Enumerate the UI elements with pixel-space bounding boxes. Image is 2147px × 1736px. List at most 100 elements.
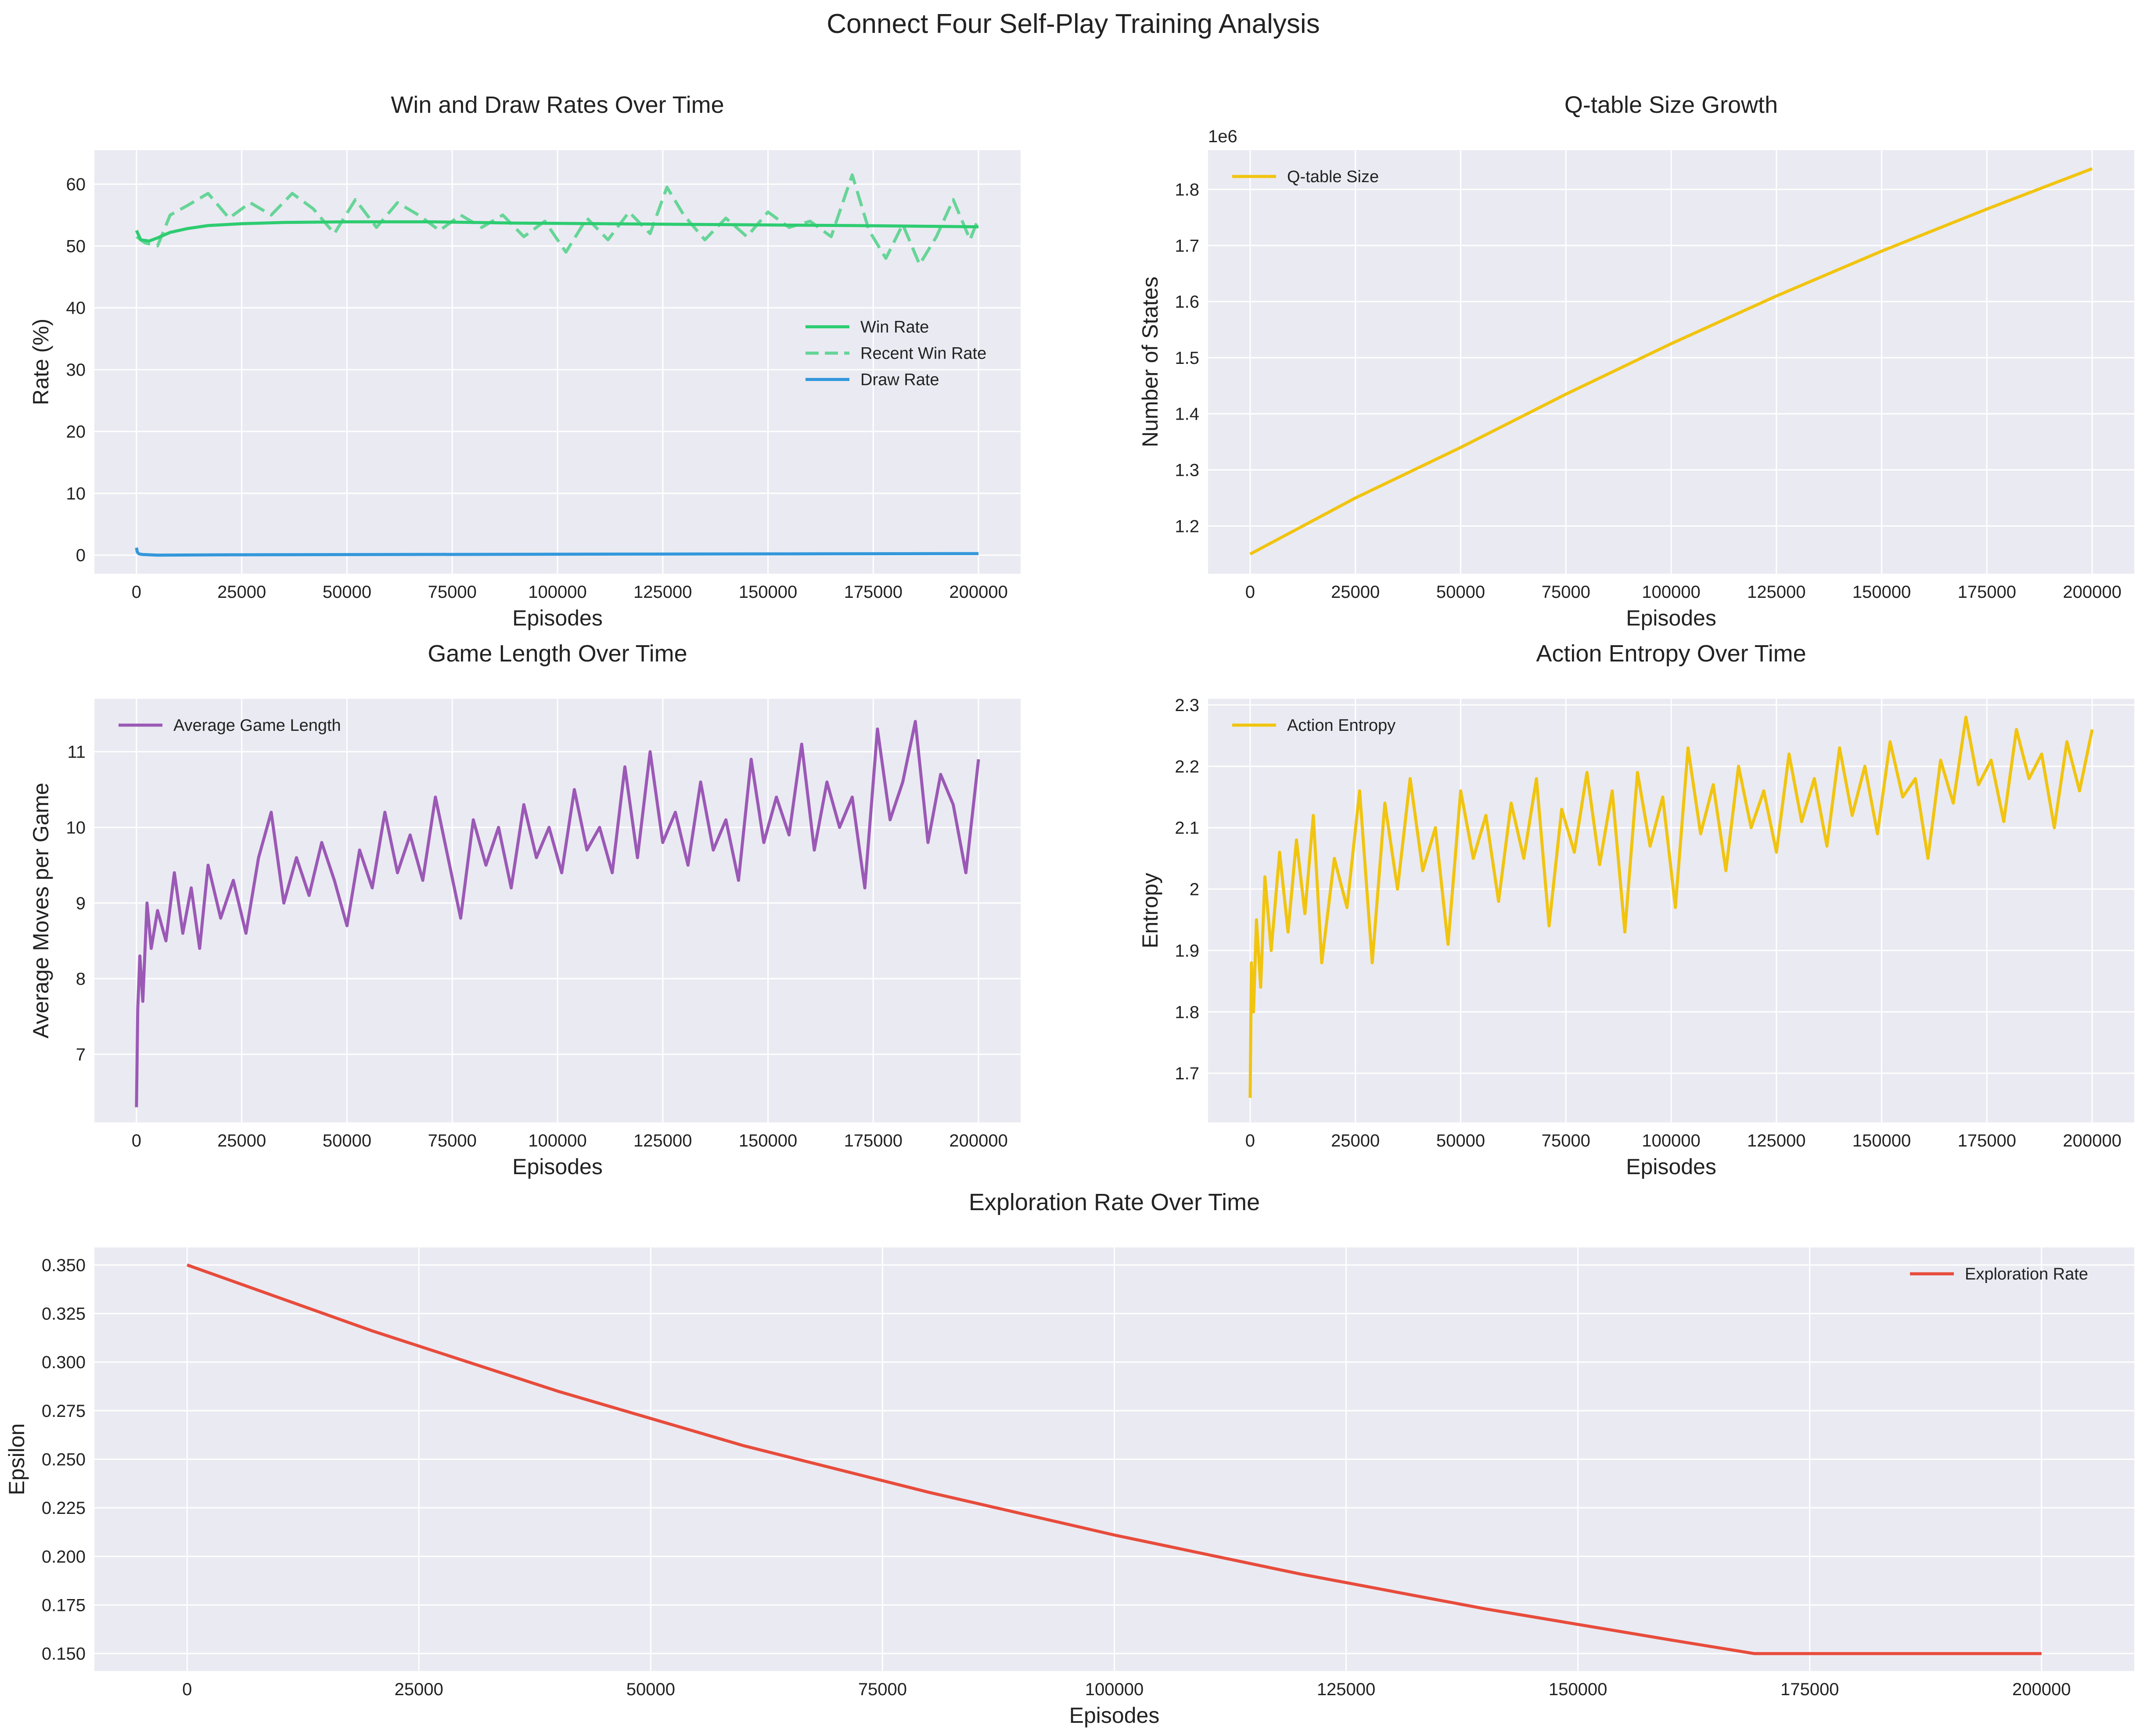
legend: Q-table Size: [1232, 168, 1379, 186]
y-tick-label: 2.2: [1175, 757, 1199, 776]
chart-qtable: 0 25000 50000 75000 100000 125000 150000 175000…: [1138, 92, 2134, 630]
series-group: [1248, 715, 2094, 1098]
x-axis-label: Episodes: [512, 1154, 603, 1179]
y-axis-label: Entropy: [1138, 873, 1162, 948]
x-tick-label: 150000: [739, 1131, 797, 1150]
legend-entry: Action Entropy: [1287, 716, 1395, 735]
y-axis-label: Epsilon: [4, 1423, 29, 1495]
x-tick-label: 100000: [1642, 582, 1700, 602]
y-tick-label: 1.6: [1175, 292, 1199, 312]
chart-title: Exploration Rate Over Time: [969, 1189, 1260, 1215]
y-tick-label: 0.275: [42, 1402, 86, 1421]
chart-title: Q-table Size Growth: [1564, 92, 1778, 118]
x-tick-label: 0: [1245, 582, 1255, 602]
x-tick-label: 50000: [1436, 582, 1485, 602]
y-tick-label: 11: [67, 743, 86, 762]
y-tick-label: 40: [66, 298, 86, 318]
series-group: [187, 1263, 2042, 1655]
x-tick-label: 50000: [1436, 1131, 1485, 1150]
chart-exploration: 0 25000 50000 75000 100000 125000 150000 175000…: [4, 1189, 2134, 1728]
series-line-win-rate: [135, 220, 979, 243]
x-tick-label: 125000: [1747, 582, 1805, 602]
x-tick-label: 100000: [1085, 1680, 1144, 1699]
y-axis-label: Number of States: [1138, 277, 1162, 447]
legend: Exploration Rate: [1910, 1265, 2088, 1283]
figure-title: Connect Four Self-Play Training Analysis: [827, 9, 1320, 39]
x-tick-label: 50000: [626, 1680, 675, 1699]
x-tick-label: 25000: [217, 582, 266, 602]
x-tick-label: 200000: [2012, 1680, 2071, 1699]
y-tick-label: 0.300: [42, 1353, 86, 1372]
x-tick-label: 75000: [1542, 582, 1590, 602]
y-tick-label: 20: [66, 422, 86, 442]
y-tick-label: 1.8: [1175, 1003, 1199, 1022]
y-tick-label: 0: [76, 546, 86, 565]
x-tick-label: 200000: [2063, 1131, 2121, 1150]
legend-entry: Exploration Rate: [1965, 1265, 2088, 1283]
legend-entry: Q-table Size: [1287, 168, 1379, 186]
y-tick-label: 0.350: [42, 1256, 86, 1275]
y-tick-label: 10: [66, 818, 86, 837]
x-tick-label: 175000: [1958, 1131, 2016, 1150]
series-line-draw-rate: [135, 547, 979, 557]
y-tick-label: 30: [66, 360, 86, 380]
series-line-exploration-rate: [187, 1263, 2042, 1655]
x-tick-label: 25000: [395, 1680, 443, 1699]
y-tick-label: 1.4: [1175, 405, 1199, 424]
x-tick-label: 75000: [428, 582, 477, 602]
x-tick-label: 25000: [217, 1131, 266, 1150]
chart-win-draw: 0 25000 50000 75000 100000 125000 150000 175000…: [29, 92, 1021, 630]
x-tick-label: 100000: [528, 582, 586, 602]
y-tick-label: 1.7: [1175, 236, 1199, 255]
x-tick-label: 100000: [528, 1131, 586, 1150]
y-tick-label: 0.225: [42, 1499, 86, 1518]
y-tick-label: 1.2: [1175, 517, 1199, 536]
x-tick-label: 175000: [1780, 1680, 1839, 1699]
y-tick-label: 50: [66, 237, 86, 256]
x-tick-label: 150000: [1549, 1680, 1607, 1699]
x-tick-label: 150000: [739, 582, 797, 602]
y-tick-label: 9: [76, 894, 86, 913]
x-tick-label: 175000: [844, 1131, 903, 1150]
y-tick-label: 60: [66, 175, 86, 194]
x-tick-label: 125000: [1747, 1131, 1805, 1150]
x-tick-label: 125000: [633, 1131, 692, 1150]
x-tick-label: 200000: [949, 582, 1007, 602]
x-tick-label: 0: [182, 1680, 192, 1699]
y-tick-label: 2.1: [1175, 819, 1199, 838]
y-tick-label: 0.325: [42, 1305, 86, 1324]
y-tick-label: 2.3: [1175, 696, 1199, 715]
x-tick-label: 200000: [949, 1131, 1007, 1150]
x-tick-label: 75000: [428, 1131, 477, 1150]
chart-title: Win and Draw Rates Over Time: [391, 92, 724, 118]
y-tick-label: 0.150: [42, 1644, 86, 1664]
chart-entropy: 0 25000 50000 75000 100000 125000 150000 175000…: [1138, 640, 2134, 1179]
y-axis-label: Average Moves per Game: [29, 783, 53, 1039]
series-line-q-table-size: [1249, 167, 2093, 556]
x-tick-label: 0: [132, 1131, 141, 1150]
series-line-action-entropy: [1248, 715, 2094, 1098]
x-tick-label: 200000: [2063, 582, 2121, 602]
x-tick-label: 175000: [844, 582, 903, 602]
chart-game-length: 0 25000 50000 75000 100000 125000 150000 175000…: [29, 640, 1021, 1179]
x-tick-label: 175000: [1958, 582, 2016, 602]
x-tick-label: 50000: [323, 582, 371, 602]
legend-entry: Average Game Length: [173, 716, 341, 735]
x-tick-label: 75000: [858, 1680, 907, 1699]
x-axis-label: Episodes: [1626, 1154, 1716, 1179]
x-tick-label: 0: [1245, 1131, 1255, 1150]
y-tick-label: 1.9: [1175, 941, 1199, 960]
legend: Win Rate Recent Win Rate Draw Rate: [806, 318, 986, 389]
y-axis-label: Rate (%): [29, 319, 53, 405]
y-tick-label: 2: [1190, 880, 1199, 899]
y-tick-label: 7: [76, 1045, 86, 1064]
y-tick-label: 1.8: [1175, 180, 1199, 199]
series-group: [1249, 167, 2093, 556]
x-axis-label: Episodes: [512, 606, 603, 630]
x-axis-label: Episodes: [1626, 606, 1716, 630]
y-tick-label: 1.7: [1175, 1064, 1199, 1083]
x-axis-label: Episodes: [1069, 1703, 1160, 1728]
x-tick-label: 0: [132, 582, 141, 602]
x-tick-label: 75000: [1542, 1131, 1590, 1150]
x-tick-label: 150000: [1852, 1131, 1911, 1150]
